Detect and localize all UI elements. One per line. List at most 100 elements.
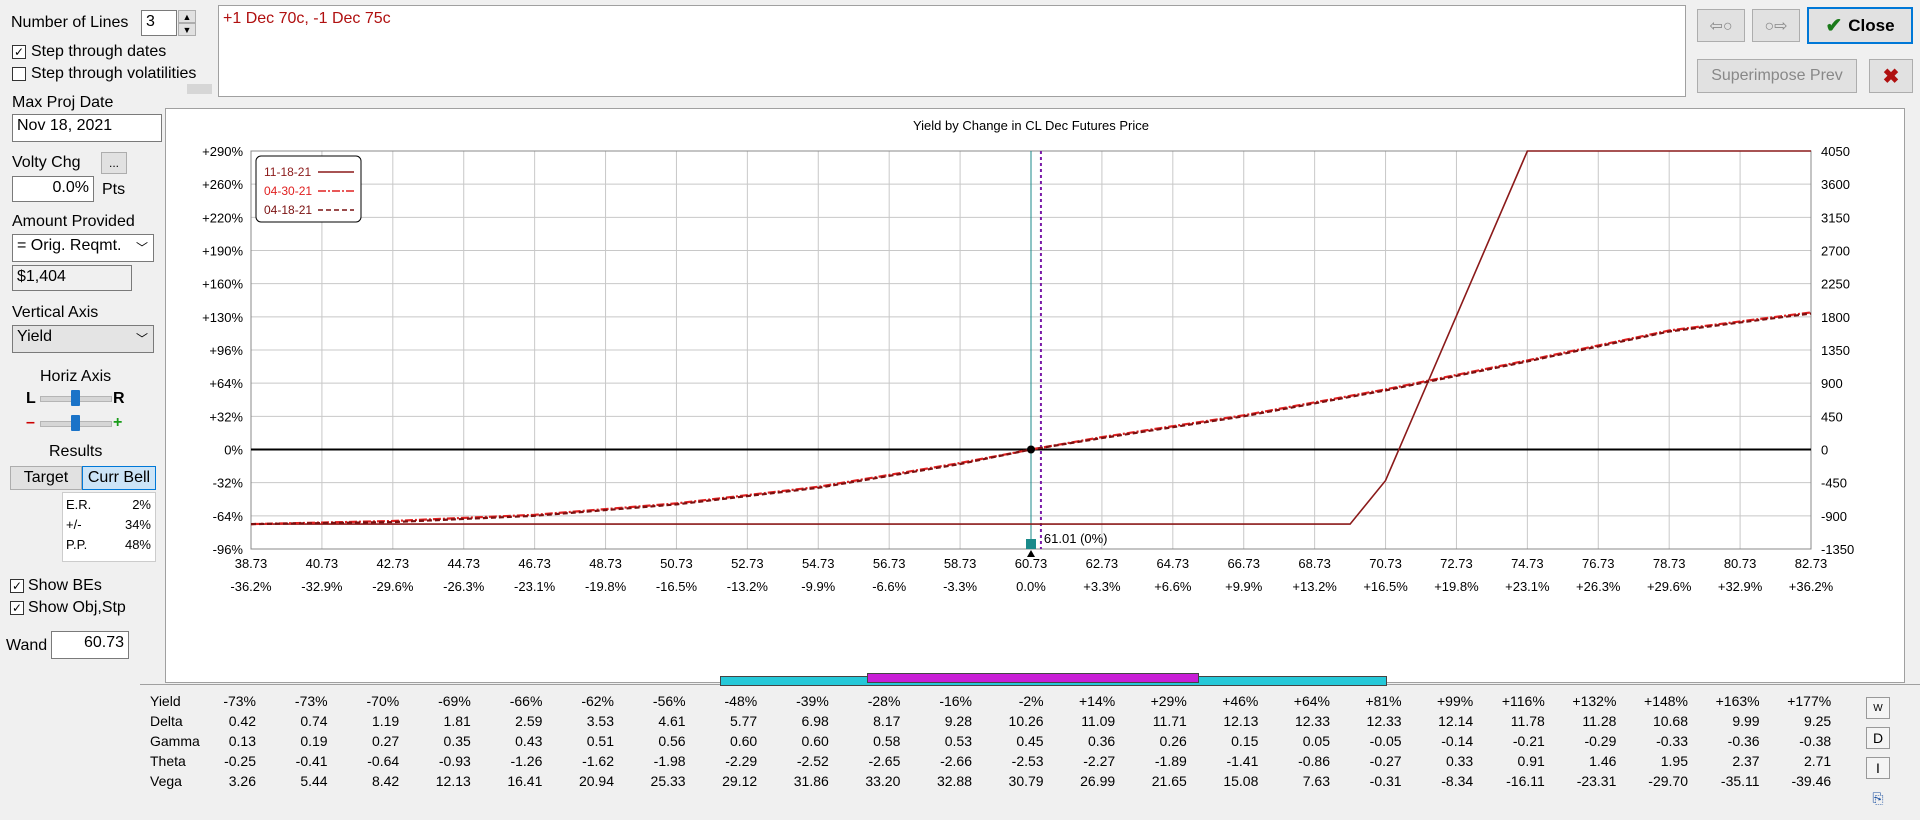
x-tick-label: 74.73 <box>1511 556 1544 571</box>
wand-input[interactable]: 60.73 <box>51 631 129 659</box>
curr-bell-button[interactable]: Curr Bell <box>82 466 156 490</box>
table-row-label: Vega <box>150 773 182 789</box>
table-cell: 10.26 <box>1008 713 1044 729</box>
table-cell: -1.98 <box>653 753 686 769</box>
position-text-box[interactable]: +1 Dec 70c, -1 Dec 75c <box>218 5 1686 97</box>
x-pct-tick-label: -16.5% <box>656 579 698 594</box>
y-right-tick-label: -450 <box>1821 476 1847 491</box>
table-cell: 1.95 <box>1660 753 1688 769</box>
zoom-plus-icon[interactable]: + <box>113 414 123 431</box>
y-right-tick-label: 3600 <box>1821 177 1850 192</box>
table-cell: -0.14 <box>1441 733 1474 749</box>
num-lines-label: Number of Lines <box>11 14 129 31</box>
table-cell: -0.36 <box>1727 733 1760 749</box>
split-handle[interactable] <box>187 84 212 94</box>
table-cell: -1.62 <box>582 753 614 769</box>
y-left-tick-label: +130% <box>202 310 243 325</box>
y-left-tick-label: +220% <box>202 210 243 225</box>
x-tick-label: 44.73 <box>447 556 480 571</box>
x-tick-label: 80.73 <box>1724 556 1757 571</box>
export-icon[interactable]: ⎘ <box>1872 789 1884 806</box>
table-cell: 2.37 <box>1732 753 1760 769</box>
table-cell: 12.33 <box>1366 713 1402 729</box>
table-cell: 11.78 <box>1510 713 1545 729</box>
table-cell: -8.34 <box>1441 773 1474 789</box>
stat-value: 2% <box>132 497 151 512</box>
x-pct-tick-label: +16.5% <box>1363 579 1408 594</box>
table-cell: -69% <box>438 693 471 709</box>
forward-arrow-button[interactable]: ○⇨ <box>1752 9 1800 42</box>
x-pct-tick-label: +13.2% <box>1292 579 1337 594</box>
zoom-slider-thumb[interactable] <box>71 415 80 431</box>
table-cell: 0.51 <box>586 733 614 749</box>
x-tick-label: 62.73 <box>1086 556 1119 571</box>
show-objstp-checkbox[interactable]: ✓ <box>10 601 24 615</box>
x-pct-tick-label: -6.6% <box>872 579 906 594</box>
yield-chart[interactable]: Yield by Change in CL Dec Futures Price 3… <box>165 108 1905 683</box>
stats-box: E.R. 2% +/- 34% P.P. 48% <box>62 492 156 562</box>
table-cell: +116% <box>1501 693 1545 709</box>
back-arrow-button[interactable]: ⇦○ <box>1697 9 1745 42</box>
table-cell: 21.65 <box>1151 773 1187 789</box>
y-left-tick-label: +190% <box>202 244 243 259</box>
volty-chg-more-button[interactable]: ... <box>101 152 127 174</box>
table-cell: -56% <box>652 693 686 709</box>
step-dates-checkbox[interactable]: ✓ <box>12 45 26 59</box>
amount-provided-select-value: = Orig. Reqmt. <box>17 237 122 254</box>
table-cell: -2.65 <box>868 753 901 769</box>
table-cell: 9.25 <box>1803 713 1832 729</box>
num-lines-down-button[interactable]: ▼ <box>178 23 196 36</box>
close-button[interactable]: ✔ Close <box>1807 7 1913 44</box>
w-button[interactable]: W <box>1866 697 1890 719</box>
step-vols-checkbox[interactable] <box>12 67 26 81</box>
table-cell: 2.71 <box>1803 753 1832 769</box>
num-lines-up-button[interactable]: ▲ <box>178 10 196 23</box>
table-cell: +29% <box>1150 693 1187 709</box>
y-left-tick-label: +64% <box>209 376 243 391</box>
legend-label: 04-18-21 <box>264 203 312 217</box>
max-proj-date-input[interactable]: Nov 18, 2021 <box>12 114 162 142</box>
table-cell: 12.14 <box>1438 713 1474 729</box>
wand-label: Wand <box>6 637 48 654</box>
i-button[interactable]: I <box>1866 757 1890 779</box>
table-cell: 0.43 <box>515 733 543 749</box>
target-button[interactable]: Target <box>10 466 82 490</box>
horiz-axis-label: Horiz Axis <box>40 368 112 385</box>
table-cell: -48% <box>724 693 758 709</box>
y-right-tick-label: 2700 <box>1821 244 1850 259</box>
table-cell: +99% <box>1436 693 1474 709</box>
vertical-axis-select[interactable]: Yield ﹀ <box>12 325 154 353</box>
x-tick-label: 42.73 <box>377 556 410 571</box>
wand-arrow <box>1027 550 1035 557</box>
superimpose-prev-button[interactable]: Superimpose Prev <box>1697 59 1857 93</box>
table-cell: 5.77 <box>729 713 758 729</box>
table-cell: 0.74 <box>300 713 328 729</box>
horiz-r-label: R <box>113 390 125 407</box>
results-label: Results <box>49 443 103 460</box>
amount-provided-select[interactable]: = Orig. Reqmt. ﹀ <box>12 234 154 262</box>
table-cell: -0.33 <box>1656 733 1688 749</box>
show-bes-checkbox[interactable]: ✓ <box>10 579 24 593</box>
y-left-tick-label: +32% <box>209 409 243 424</box>
volty-chg-input[interactable]: 0.0% <box>12 176 94 202</box>
table-cell: -0.41 <box>295 753 328 769</box>
table-cell: 1.81 <box>443 713 471 729</box>
table-cell: -16.11 <box>1506 773 1545 789</box>
table-cell: -2.66 <box>940 753 972 769</box>
x-pct-tick-label: +6.6% <box>1154 579 1192 594</box>
x-tick-label: 64.73 <box>1157 556 1190 571</box>
y-right-tick-label: 3150 <box>1821 210 1850 225</box>
x-tick-label: 48.73 <box>589 556 622 571</box>
table-cell: 12.13 <box>1223 713 1259 729</box>
x-tick-label: 68.73 <box>1298 556 1331 571</box>
table-cell: -2% <box>1018 693 1044 709</box>
d-button[interactable]: D <box>1866 727 1890 749</box>
table-cell: 31.86 <box>793 773 829 789</box>
x-pct-tick-label: +3.3% <box>1083 579 1121 594</box>
close-x-icon[interactable]: ✖ <box>1869 59 1913 93</box>
table-cell: -1.41 <box>1226 753 1259 769</box>
x-tick-label: 60.73 <box>1015 556 1048 571</box>
num-lines-input[interactable]: 3 <box>141 10 177 36</box>
horiz-axis-slider-thumb[interactable] <box>71 390 80 406</box>
zoom-minus-icon[interactable]: – <box>26 414 35 431</box>
